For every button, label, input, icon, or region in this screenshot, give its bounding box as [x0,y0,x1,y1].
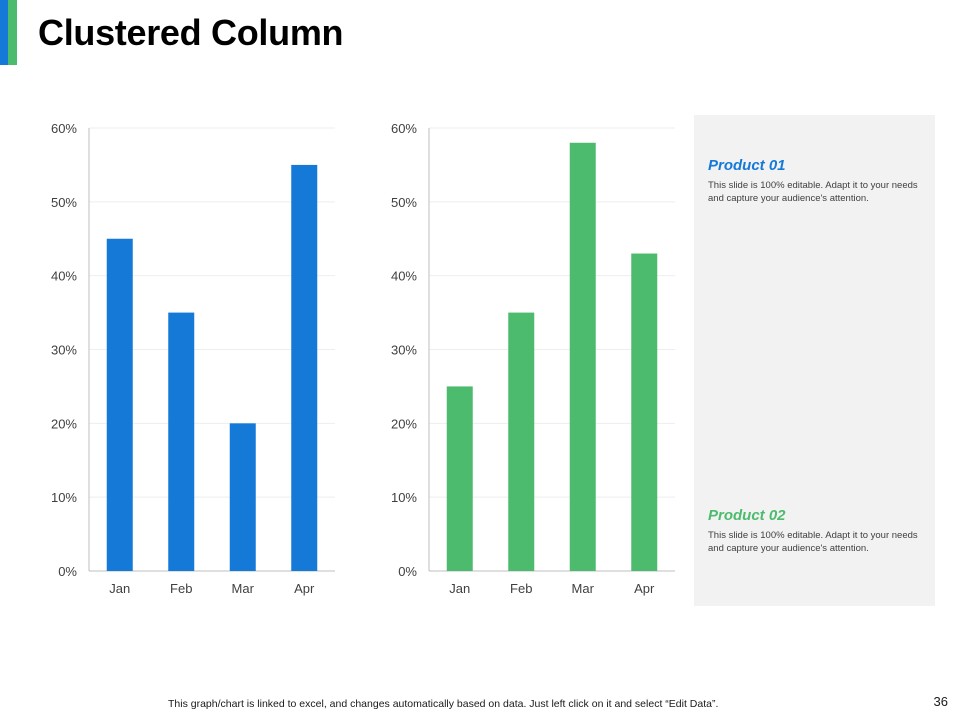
product-02-y-tick-label: 50% [391,195,417,210]
product-01-y-tick-label: 50% [51,195,77,210]
product-01-x-tick-label: Feb [170,581,192,596]
product-01-title: Product 01 [708,157,786,174]
product-02-bar-jan[interactable] [446,386,473,571]
product-01-y-tick-label: 30% [51,343,77,358]
accent-bar-green [8,0,17,65]
product-01-x-tick-label: Apr [294,581,315,596]
page-number: 36 [933,694,948,709]
product-02-bar-mar[interactable] [569,142,596,571]
product-02-y-tick-label: 0% [398,564,417,579]
product-01-y-tick-label: 20% [51,416,77,431]
product-02-block: Product 02 This slide is 100% editable. … [708,507,928,555]
page-title: Clustered Column [38,12,344,53]
chart-product-01[interactable]: 0% 10% 20% 30% 40% 50% 60% Jan Feb Mar Apr [20,110,340,610]
product-01-description: This slide is 100% editable. Adapt it to… [708,180,918,204]
title-accent-bar [0,0,17,65]
product-02-description: This slide is 100% editable. Adapt it to… [708,530,918,554]
product-02-y-tick-label: 10% [391,490,417,505]
product-01-bar-mar[interactable] [229,423,256,571]
product-02-y-tick-label: 20% [391,416,417,431]
product-02-x-tick-label: Jan [449,581,470,596]
product-legend-panel: Product 01 This slide is 100% editable. … [694,115,935,606]
product-01-y-tick-label: 40% [51,269,77,284]
accent-bar-blue [0,0,8,65]
product-02-y-tick-label: 30% [391,343,417,358]
product-02-x-tick-label: Mar [572,581,595,596]
product-02-title: Product 02 [708,507,786,524]
product-02-bar-feb[interactable] [508,312,535,571]
product-01-bar-jan[interactable] [106,238,133,571]
product-02-y-tick-label: 40% [391,269,417,284]
product-01-block: Product 01 This slide is 100% editable. … [708,157,928,205]
product-01-bar-feb[interactable] [168,312,195,571]
product-02-bar-apr[interactable] [631,253,658,571]
product-02-x-tick-label: Apr [634,581,655,596]
product-01-bar-apr[interactable] [291,164,318,571]
chart-product-02[interactable]: 0% 10% 20% 30% 40% 50% 60% Jan Feb Mar Apr [360,110,680,610]
footer-note: This graph/chart is linked to excel, and… [168,698,719,710]
product-01-y-tick-label: 0% [58,564,77,579]
product-02-x-tick-label: Feb [510,581,532,596]
product-01-y-tick-label: 60% [51,121,77,136]
product-01-x-tick-label: Jan [109,581,130,596]
product-02-y-tick-label: 60% [391,121,417,136]
product-01-x-tick-label: Mar [232,581,255,596]
product-01-y-tick-label: 10% [51,490,77,505]
